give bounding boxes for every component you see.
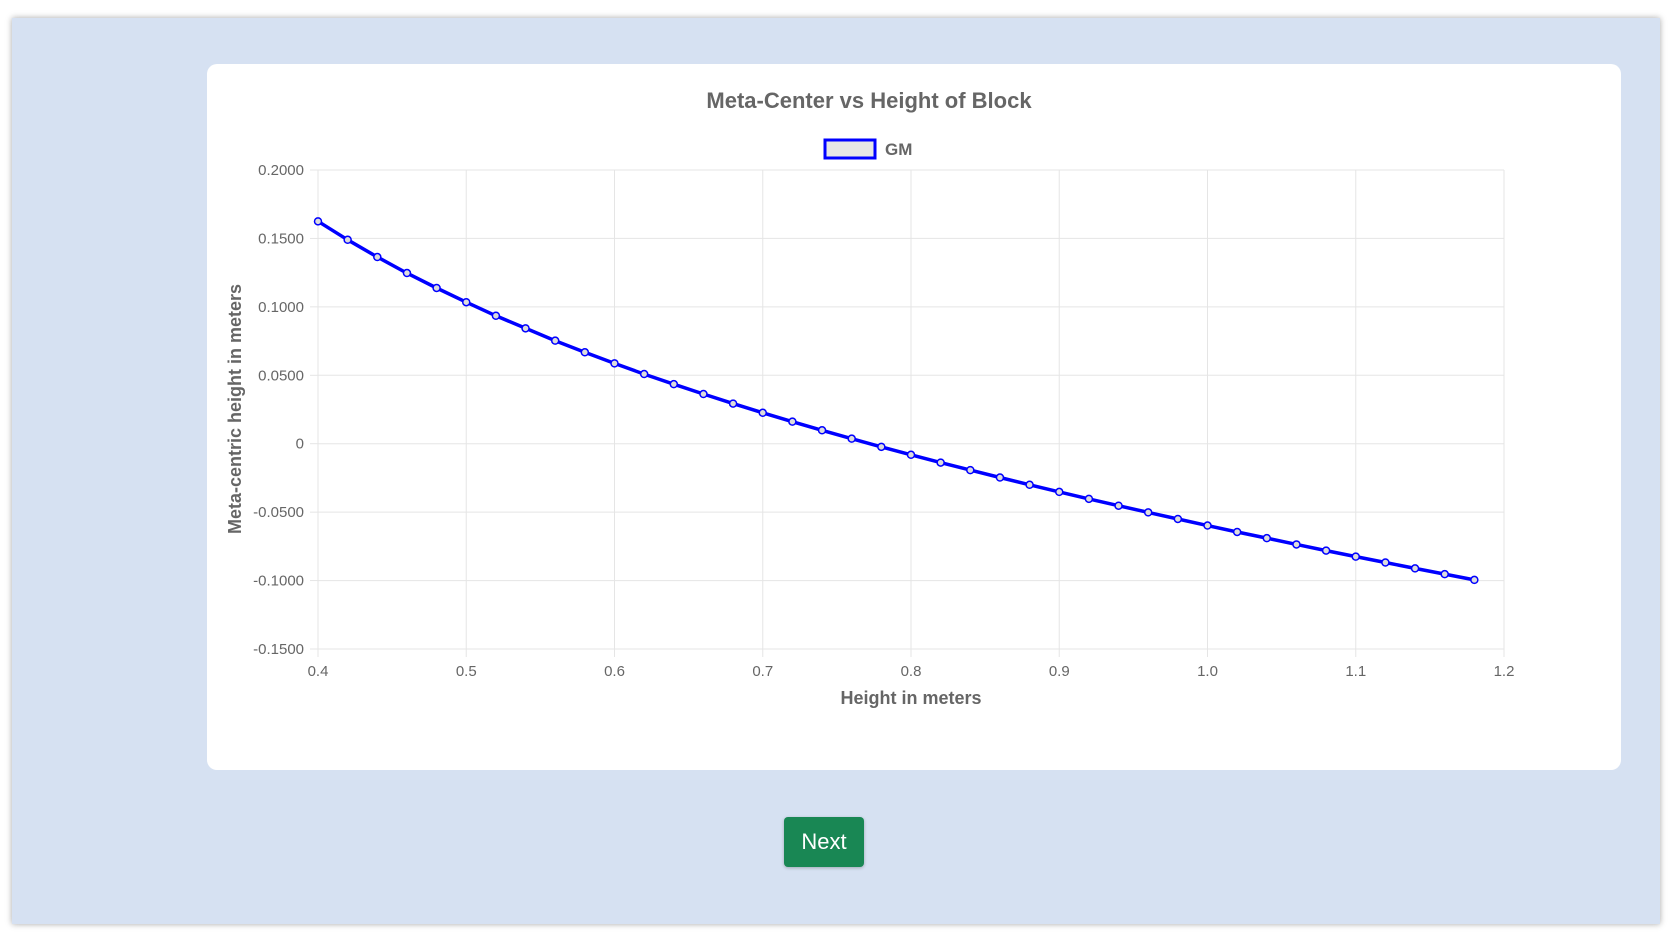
data-point xyxy=(699,389,708,399)
x-tick-label: 1.2 xyxy=(1494,663,1515,680)
data-point xyxy=(1143,508,1153,517)
x-tick-label: 0.8 xyxy=(901,663,922,680)
data-point xyxy=(1262,533,1272,543)
data-point xyxy=(521,324,530,333)
data-point xyxy=(491,311,501,321)
y-tick-label: 0.1500 xyxy=(258,230,304,247)
data-point xyxy=(906,450,916,460)
data-point xyxy=(1470,575,1479,585)
x-tick-label: 0.7 xyxy=(752,663,773,680)
y-tick-label: 0 xyxy=(296,436,304,453)
data-point xyxy=(1321,546,1331,555)
data-point xyxy=(817,426,827,435)
data-point xyxy=(936,458,945,467)
data-point xyxy=(1025,480,1034,490)
data-point xyxy=(432,283,441,293)
data-point xyxy=(1055,487,1064,497)
data-point xyxy=(1232,527,1242,537)
data-point xyxy=(1292,540,1301,549)
x-tick-label: 0.5 xyxy=(456,663,477,680)
x-axis-label: Height in meters xyxy=(840,688,981,708)
x-tick-label: 1.1 xyxy=(1345,663,1366,680)
y-tick-label: -0.0500 xyxy=(253,504,304,521)
data-point xyxy=(550,336,560,345)
data-point xyxy=(462,297,471,307)
data-point xyxy=(639,369,649,379)
data-point xyxy=(847,434,856,443)
data-point xyxy=(1351,552,1360,561)
series-gm xyxy=(313,217,1479,585)
page-panel: Meta-Center vs Height of Block GM 0.2000… xyxy=(12,18,1660,924)
y-axis-label: Meta-centric height in meters xyxy=(225,284,245,534)
data-point xyxy=(1203,521,1212,530)
y-axis-ticks: 0.2000 0.1500 0.1000 0.0500 0 -0.0500 -0.1000 -… xyxy=(253,162,304,658)
data-point xyxy=(966,465,975,475)
data-point xyxy=(402,268,412,278)
data-point xyxy=(343,235,352,245)
legend-swatch xyxy=(823,138,877,160)
data-point xyxy=(877,442,886,452)
data-point xyxy=(669,379,679,389)
y-tick-label: -0.1500 xyxy=(253,641,304,658)
data-point xyxy=(728,399,738,408)
data-point xyxy=(1084,494,1094,504)
chart-grid xyxy=(310,169,1505,657)
data-point xyxy=(1410,564,1420,573)
data-point xyxy=(758,408,767,418)
y-tick-label: -0.1000 xyxy=(253,573,304,590)
data-point xyxy=(1440,569,1449,579)
data-point xyxy=(373,252,382,262)
x-tick-label: 0.9 xyxy=(1049,663,1070,680)
line-chart: Meta-Center vs Height of Block GM 0.2000… xyxy=(225,88,1515,708)
series-line xyxy=(317,219,1475,582)
data-point xyxy=(610,359,619,368)
data-point xyxy=(1114,501,1123,510)
data-point xyxy=(580,348,590,357)
x-axis-ticks: 0.4 0.5 0.6 0.7 0.8 0.9 1.0 1.1 1.2 xyxy=(308,663,1515,680)
chart-title: Meta-Center vs Height of Block xyxy=(706,88,1032,113)
x-tick-label: 0.6 xyxy=(604,663,625,680)
chart-card: Meta-Center vs Height of Block GM 0.2000… xyxy=(207,64,1621,770)
data-point xyxy=(313,217,323,226)
y-tick-label: 0.0500 xyxy=(258,367,304,384)
legend-label: GM xyxy=(885,140,912,159)
data-point xyxy=(1173,514,1183,524)
y-tick-label: 0.1000 xyxy=(258,299,304,316)
next-button[interactable]: Next xyxy=(784,817,864,867)
x-tick-label: 0.4 xyxy=(308,663,329,680)
y-tick-label: 0.2000 xyxy=(258,162,304,179)
data-point xyxy=(788,417,797,426)
data-point xyxy=(995,473,1005,482)
x-tick-label: 1.0 xyxy=(1197,663,1218,680)
data-point xyxy=(1381,558,1390,567)
